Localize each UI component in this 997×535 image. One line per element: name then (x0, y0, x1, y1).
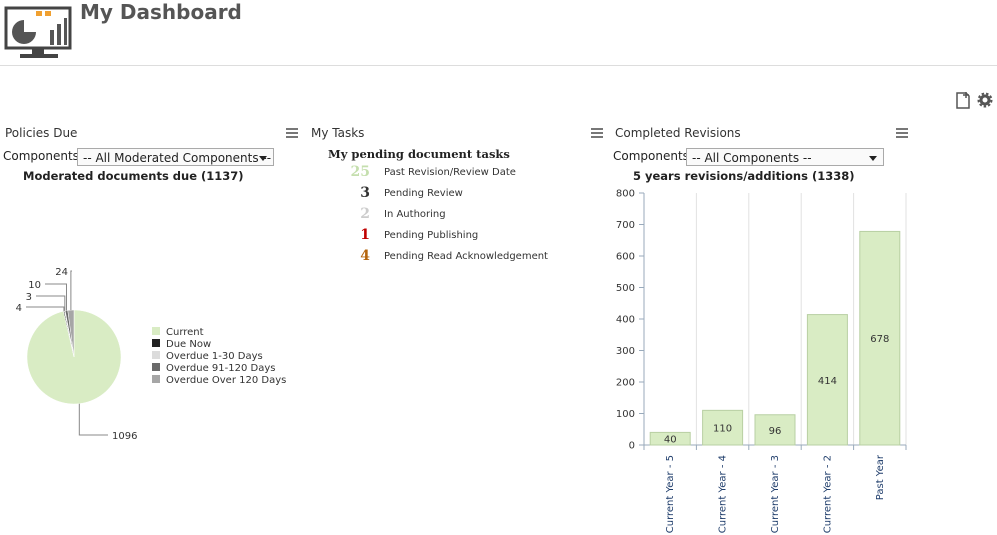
panel-menu[interactable] (896, 128, 908, 138)
panel-menu[interactable] (286, 128, 298, 138)
data-label: 4 (16, 303, 22, 314)
x-tick-label: Past Year (875, 454, 886, 500)
legend-swatch (152, 363, 160, 371)
legend-swatch (152, 327, 160, 335)
divider (0, 65, 997, 66)
y-tick-label: 300 (616, 346, 635, 357)
legend-label: Overdue 1-30 Days (166, 351, 263, 362)
components-select[interactable]: -- All Moderated Components -- (77, 148, 274, 166)
task-label: Pending Read Acknowledgement (384, 251, 548, 262)
legend-swatch (152, 339, 160, 347)
data-label: 110 (713, 424, 732, 435)
x-tick-label: Current Year - 4 (718, 455, 729, 533)
panel-menu[interactable] (591, 128, 603, 138)
dashboard-icon (4, 6, 72, 58)
bar (649, 431, 691, 446)
components-label: Components: (613, 149, 693, 163)
pie-slice (67, 309, 75, 358)
bar (702, 409, 744, 446)
page-title: My Dashboard (80, 0, 242, 24)
chart-title: 5 years revisions/additions (1338) (633, 169, 855, 183)
x-tick-label: Current Year - 3 (770, 455, 781, 533)
panel-title: Policies Due (5, 126, 78, 140)
legend-label: Current (166, 327, 204, 338)
task-count: 1 (360, 227, 370, 243)
leader-line (70, 270, 72, 311)
bar-chart: 0 100 200 300 400 500 600 700 800 40 Current Year … (616, 189, 907, 533)
legend-label: Overdue Over 120 Days (166, 375, 286, 386)
data-label: 96 (769, 426, 782, 437)
y-tick-label: 100 (616, 409, 635, 420)
x-tick-label: Current Year - 5 (665, 455, 676, 533)
tasks-heading: My pending document tasks (328, 147, 510, 161)
data-label: 3 (26, 292, 32, 303)
y-tick-label: 600 (616, 252, 635, 263)
legend-label: Due Now (166, 339, 211, 350)
data-label: 24 (55, 267, 68, 278)
y-tick-label: 500 (616, 283, 635, 294)
panel-title: Completed Revisions (615, 126, 741, 140)
task-count: 4 (360, 248, 370, 264)
leader-line (36, 295, 66, 311)
toolbar-icons[interactable] (955, 91, 995, 109)
task-count: 3 (360, 185, 370, 201)
panel-title: My Tasks (311, 126, 365, 140)
data-label: 40 (664, 435, 677, 446)
leader-line (45, 283, 68, 311)
components-label: Components: (3, 149, 83, 163)
leader-line (26, 306, 65, 312)
y-tick-label: 0 (629, 441, 635, 452)
components-select[interactable]: -- All Components -- (686, 148, 884, 166)
y-tick-label: 800 (616, 189, 635, 200)
task-label: Pending Publishing (384, 230, 479, 241)
task-count: 25 (350, 164, 370, 180)
leader-line (78, 403, 108, 436)
task-label: In Authoring (384, 209, 446, 220)
legend-swatch (152, 375, 160, 383)
task-label: Pending Review (384, 188, 463, 199)
x-tick-label: Current Year - 2 (822, 455, 833, 533)
chart-title: Moderated documents due (1137) (23, 169, 244, 183)
task-label: Past Revision/Review Date (384, 167, 516, 178)
legend-label: Overdue 91-120 Days (166, 363, 275, 374)
bar (754, 414, 796, 446)
data-label: 678 (870, 334, 889, 345)
bar (859, 230, 901, 446)
y-tick-label: 700 (616, 220, 635, 231)
y-tick-label: 400 (616, 315, 635, 326)
bar (806, 314, 848, 446)
y-tick-label: 200 (616, 378, 635, 389)
data-label: 10 (28, 280, 41, 291)
data-label: 1096 (112, 431, 137, 442)
legend-swatch (152, 351, 160, 359)
data-label: 414 (818, 376, 837, 387)
task-count: 2 (360, 206, 370, 222)
